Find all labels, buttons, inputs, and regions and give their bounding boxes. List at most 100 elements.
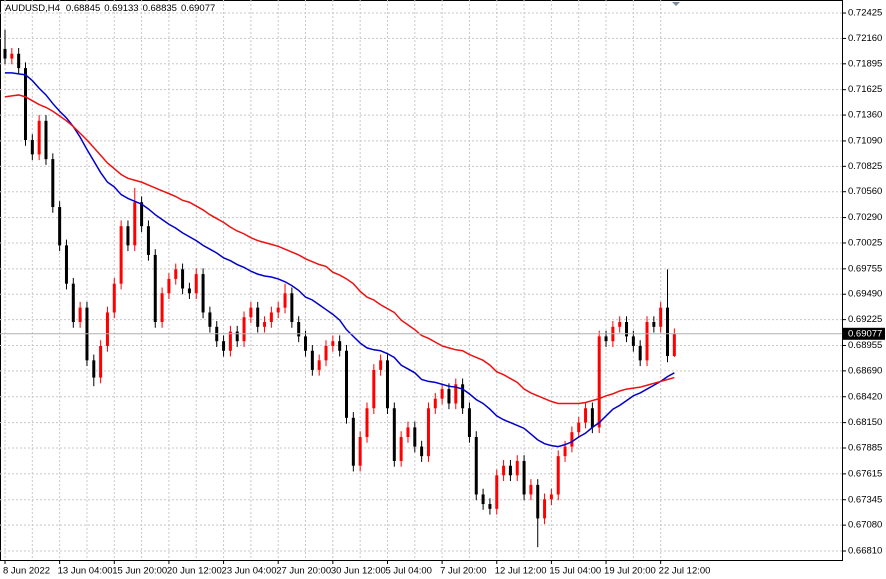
candle-body: [290, 293, 294, 323]
candle-body: [310, 350, 314, 370]
candle-body: [99, 345, 103, 378]
candle-body: [481, 494, 485, 505]
candle-body: [440, 389, 444, 399]
candle-body: [543, 499, 547, 519]
shift-marker: [672, 2, 680, 6]
candle-body: [92, 360, 96, 378]
candle-body: [488, 504, 492, 509]
candle-body: [413, 427, 417, 447]
y-tick-label: 0.67615: [848, 468, 882, 479]
candle-body: [426, 408, 430, 457]
candle-body: [222, 341, 226, 351]
candle-body: [392, 408, 396, 461]
candle-body: [379, 360, 383, 370]
candle-body: [167, 278, 171, 294]
y-tick-label: 0.67885: [848, 443, 882, 454]
candle-body: [433, 398, 437, 409]
candle-body: [64, 245, 68, 284]
candle-body: [181, 269, 185, 289]
x-tick-label: 13 Jun 04:00: [58, 566, 113, 577]
candle-body: [338, 341, 342, 351]
candle-body: [78, 307, 82, 323]
y-tick-label: 0.70825: [848, 161, 882, 172]
candle-body: [399, 436, 403, 461]
candle-body: [549, 494, 553, 500]
candle-body: [406, 427, 410, 437]
candle-body: [331, 341, 335, 346]
candle-body: [570, 432, 574, 447]
candle-body: [297, 322, 301, 337]
candle-body: [44, 120, 48, 160]
candle-body: [23, 68, 27, 140]
candle-body: [529, 484, 533, 495]
candle-body: [645, 322, 649, 361]
y-tick-label: 0.71895: [848, 58, 882, 69]
candle-body: [666, 307, 670, 357]
candle-body: [584, 408, 588, 423]
current-price-label: 0.69077: [848, 328, 882, 339]
candle-body: [502, 465, 506, 476]
candle-body: [146, 226, 150, 255]
y-tick-label: 0.68420: [848, 391, 882, 402]
candle-body: [420, 446, 424, 457]
candle-body: [508, 465, 512, 476]
candle-body: [269, 312, 273, 323]
y-tick-label: 0.69755: [848, 263, 882, 274]
x-tick-label: 19 Jul 20:00: [604, 566, 656, 577]
candle-body: [187, 288, 191, 294]
candle-body: [604, 336, 608, 342]
candle-body: [194, 274, 198, 294]
header-high: 0.69133: [104, 3, 138, 14]
candle-body: [140, 202, 144, 227]
candle-body: [3, 48, 7, 59]
candle-body: [365, 408, 369, 437]
candle-body: [556, 456, 560, 495]
candle-body: [474, 436, 478, 495]
y-tick-label: 0.69490: [848, 289, 882, 300]
candle-body: [672, 333, 676, 357]
x-tick-label: 5 Jul 04:00: [385, 566, 431, 577]
candle-body: [324, 345, 328, 361]
candle-body: [495, 475, 499, 509]
header-low: 0.68835: [143, 3, 177, 14]
candle-body: [358, 436, 362, 466]
header: AUDUSD,H4 0.68845 0.69133 0.68835 0.69077: [5, 3, 215, 14]
candle-body: [112, 283, 116, 313]
x-tick-label: 20 Jun 12:00: [167, 566, 222, 577]
candle-body: [638, 345, 642, 361]
candle-body: [536, 484, 540, 519]
y-tick-label: 0.68955: [848, 340, 882, 351]
y-tick-label: 0.68150: [848, 417, 882, 428]
candle-body: [372, 369, 376, 409]
symbol: AUDUSD,H4: [5, 3, 60, 14]
x-tick-label: 23 Jun 04:00: [222, 566, 277, 577]
y-tick-label: 0.67080: [848, 520, 882, 531]
x-tick-label: 7 Jul 20:00: [440, 566, 486, 577]
candle-body: [618, 322, 622, 327]
candle-body: [256, 307, 260, 327]
y-tick-label: 0.71625: [848, 84, 882, 95]
candle-body: [174, 269, 178, 279]
candle-body: [590, 408, 594, 428]
candle-body: [58, 207, 62, 246]
candle-body: [249, 307, 253, 318]
y-tick-label: 0.66810: [848, 546, 882, 557]
y-tick-label: 0.72160: [848, 33, 882, 44]
header-close: 0.69077: [181, 3, 215, 14]
candle-body: [17, 53, 21, 69]
candle-body: [10, 53, 14, 59]
candle-body: [119, 226, 123, 284]
candle-body: [345, 350, 348, 418]
candle-body: [235, 331, 239, 342]
header-open: 0.68845: [66, 3, 100, 14]
y-tick-label: 0.71090: [848, 135, 882, 146]
x-tick-label: 30 Jun 12:00: [331, 566, 386, 577]
candle-body: [515, 460, 519, 476]
candle-body: [71, 283, 75, 323]
candle-body: [597, 336, 601, 428]
candle-body: [242, 317, 246, 342]
candle-body: [522, 460, 526, 495]
candle-body: [454, 384, 458, 404]
candle-body: [461, 384, 465, 409]
